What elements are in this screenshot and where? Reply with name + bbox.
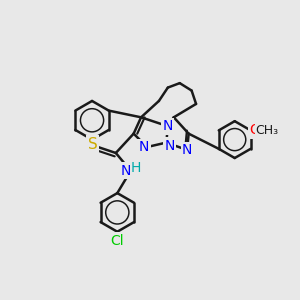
Text: CH₃: CH₃ — [256, 124, 279, 137]
Text: N: N — [164, 139, 175, 152]
Text: Cl: Cl — [110, 234, 124, 248]
Text: S: S — [88, 136, 98, 152]
Text: N: N — [139, 140, 149, 154]
Text: F: F — [88, 141, 96, 155]
Text: H: H — [131, 161, 141, 176]
Text: N: N — [120, 164, 130, 178]
Text: O: O — [250, 123, 261, 137]
Text: N: N — [182, 143, 192, 157]
Text: N: N — [163, 119, 173, 133]
